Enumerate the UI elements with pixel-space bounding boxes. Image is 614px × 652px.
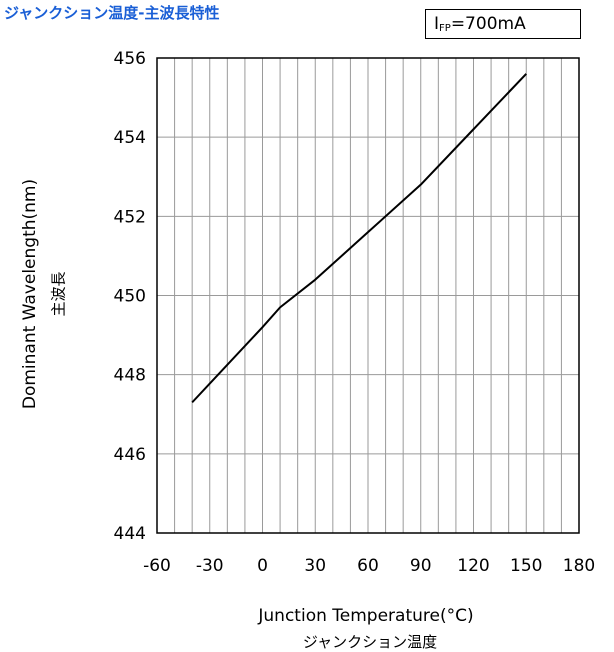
x-tick-label: 0 [257,556,268,576]
y-axis-label-jp: 主波長 [49,271,68,317]
y-axis-label: Dominant Wavelength(nm) [20,178,40,410]
x-tick-label: 180 [563,556,595,576]
data-series [191,73,527,404]
x-tick-label: -60 [143,556,171,576]
y-tick-label: 456 [114,49,146,69]
x-tick-label: 150 [510,556,542,576]
condition-subscript: FP [439,22,451,34]
y-tick-label: 446 [114,445,146,465]
tick-labels: -60 -30 0 30 60 90 120 150 180 444 446 448 450 452 454… [114,49,596,576]
test-condition-box: I FP =700mA [425,9,581,39]
chart-title: ジャンクション温度-主波長特性 [4,4,220,22]
condition-value: =700mA [450,14,526,34]
y-tick-label: 450 [114,287,146,307]
x-tick-label: 30 [304,556,326,576]
series-line [191,73,527,404]
condition-symbol: I [434,14,440,34]
plot-frame [156,57,580,534]
plot-border [156,57,580,534]
x-tick-label: -30 [196,556,224,576]
x-tick-label: 60 [357,556,379,576]
grid-lines [157,58,579,533]
x-axis-label: Junction Temperature(°C) [258,606,474,626]
y-tick-label: 448 [114,366,146,386]
x-axis-label-jp: ジャンクション温度 [302,633,438,651]
x-tick-label: 90 [410,556,432,576]
y-tick-label: 454 [114,128,146,148]
y-tick-label: 452 [114,207,146,227]
y-tick-label: 444 [114,524,146,544]
x-tick-label: 120 [457,556,489,576]
